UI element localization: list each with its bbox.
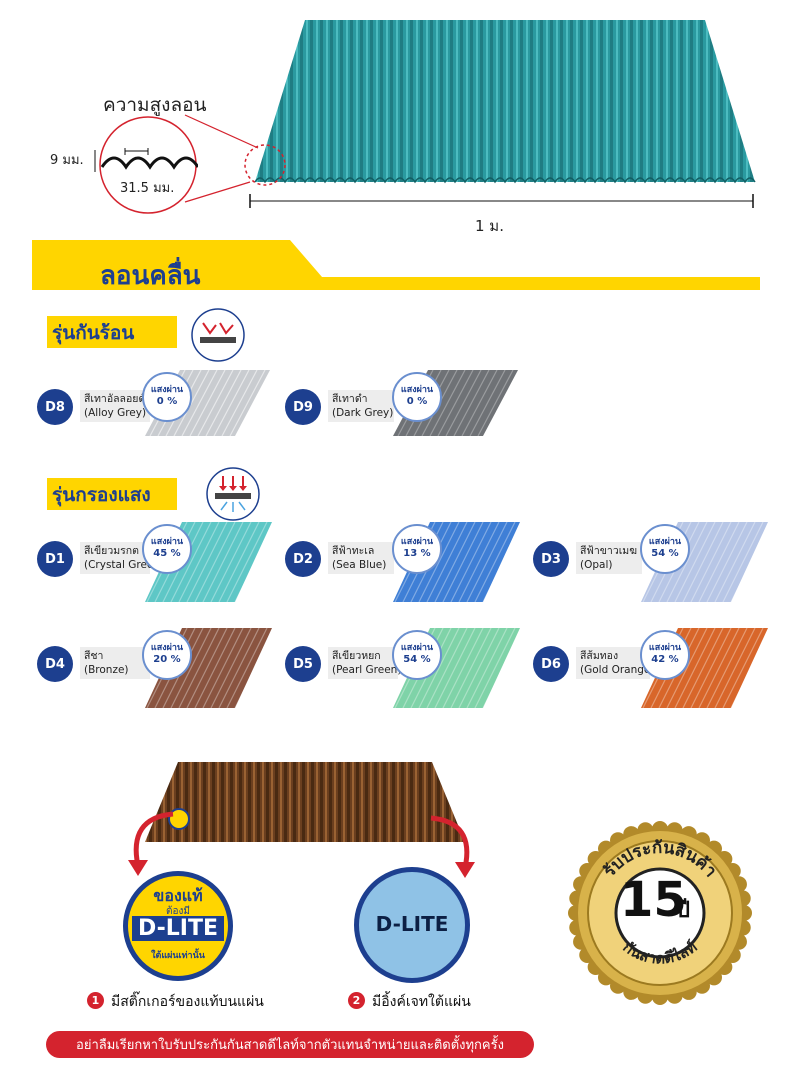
product-name: สีเทาดำ (Dark Grey) <box>328 390 394 422</box>
warranty-years: 15 <box>620 872 687 928</box>
pitch-dimension: 31.5 มม. <box>120 181 175 196</box>
light-transmission-badge: แสงผ่าน 45 % <box>142 524 192 574</box>
light-transmission-badge: แสงผ่าน 54 % <box>640 524 690 574</box>
detail-marker <box>244 144 286 186</box>
zoom-circle <box>99 116 198 214</box>
wave-diagram: ความสูงลอน 9 มม. 31.5 มม. 1 ม. <box>0 0 800 240</box>
product-name: สีฟ้าขาวเมฆ (Opal) <box>576 542 642 574</box>
step-2-text: มีอิ้งค์เจทใต้แผ่น <box>372 994 471 1010</box>
banner-title: ลอนคลื่น <box>100 261 201 291</box>
product-code: D5 <box>285 646 321 682</box>
teal-sheet-image <box>254 20 756 184</box>
sticker-bottom-text: ใต้แผ่นเท่านั้น <box>151 951 205 961</box>
warranty-notice: อย่าลืมเรียกหาใบรับประกันกันสาดดีไลท์จาก… <box>46 1031 534 1058</box>
light-transmission-badge: แสงผ่าน 54 % <box>392 630 442 680</box>
width-dimension-line <box>249 194 754 208</box>
warranty-unit: ปี <box>676 898 690 923</box>
light-transmission-badge: แสงผ่าน 42 % <box>640 630 690 680</box>
step-1-text: มีสติ๊กเกอร์ของแท้บนแผ่น <box>111 994 264 1010</box>
product-code: D2 <box>285 541 321 577</box>
genuine-sticker: ของแท้ ต้องมี D-LITE ใต้แผ่นเท่านั้น <box>123 871 233 981</box>
inkjet-brand: D-LITE <box>375 912 449 936</box>
sticker-brand: D-LITE <box>132 916 224 941</box>
bronze-sheet-image <box>145 762 465 842</box>
sticker-mini-logo <box>168 808 190 830</box>
arrow-to-sticker <box>128 811 174 876</box>
product-code: D3 <box>533 541 569 577</box>
product-code: D4 <box>37 646 73 682</box>
light-transmission-badge: แสงผ่าน 13 % <box>392 524 442 574</box>
product-code: D9 <box>285 389 321 425</box>
filter-section-header <box>47 478 177 510</box>
step-2-number: 2 <box>348 992 365 1009</box>
height-dimension: 9 มม. <box>50 153 84 168</box>
heat-section-title: รุ่นกันร้อน <box>52 322 135 344</box>
light-transmission-badge: แสงผ่าน 0 % <box>392 372 442 422</box>
warranty-seal: รับประกันสินค้า กันสาดดีไลท์ <box>568 821 752 1005</box>
sheet-width-label: 1 ม. <box>475 217 504 235</box>
light-transmission-badge: แสงผ่าน 0 % <box>142 372 192 422</box>
product-name: สีเทาอัลลอยด์ (Alloy Grey) <box>80 390 150 422</box>
height-arrow <box>94 150 96 172</box>
light-filter-icon <box>206 467 260 521</box>
product-name: สีฟ้าทะเล (Sea Blue) <box>328 542 394 574</box>
inkjet-mark: D-LITE <box>354 867 470 983</box>
section-banner <box>32 240 760 290</box>
product-code: D6 <box>533 646 569 682</box>
wave-height-label: ความสูงลอน <box>103 94 207 116</box>
light-transmission-badge: แสงผ่าน 20 % <box>142 630 192 680</box>
step-1-number: 1 <box>87 992 104 1009</box>
sticker-must-text: ต้องมี <box>166 906 190 917</box>
heat-block-icon <box>191 308 245 362</box>
product-name: สีชา (Bronze) <box>80 647 150 679</box>
filter-section-title: รุ่นกรองแสง <box>52 484 151 506</box>
zoom-connector <box>184 114 259 203</box>
arrow-to-inkjet <box>430 815 475 878</box>
product-code: D1 <box>37 541 73 577</box>
product-name: สีส้มทอง (Gold Orange) <box>576 647 654 679</box>
product-name: สีเขียวมรกต (Crystal Green) <box>80 542 164 574</box>
sticker-genuine-text: ของแท้ <box>153 886 203 905</box>
product-name: สีเขียวหยก (Pearl Green) <box>328 647 401 679</box>
heat-section-header <box>47 316 177 348</box>
product-code: D8 <box>37 389 73 425</box>
